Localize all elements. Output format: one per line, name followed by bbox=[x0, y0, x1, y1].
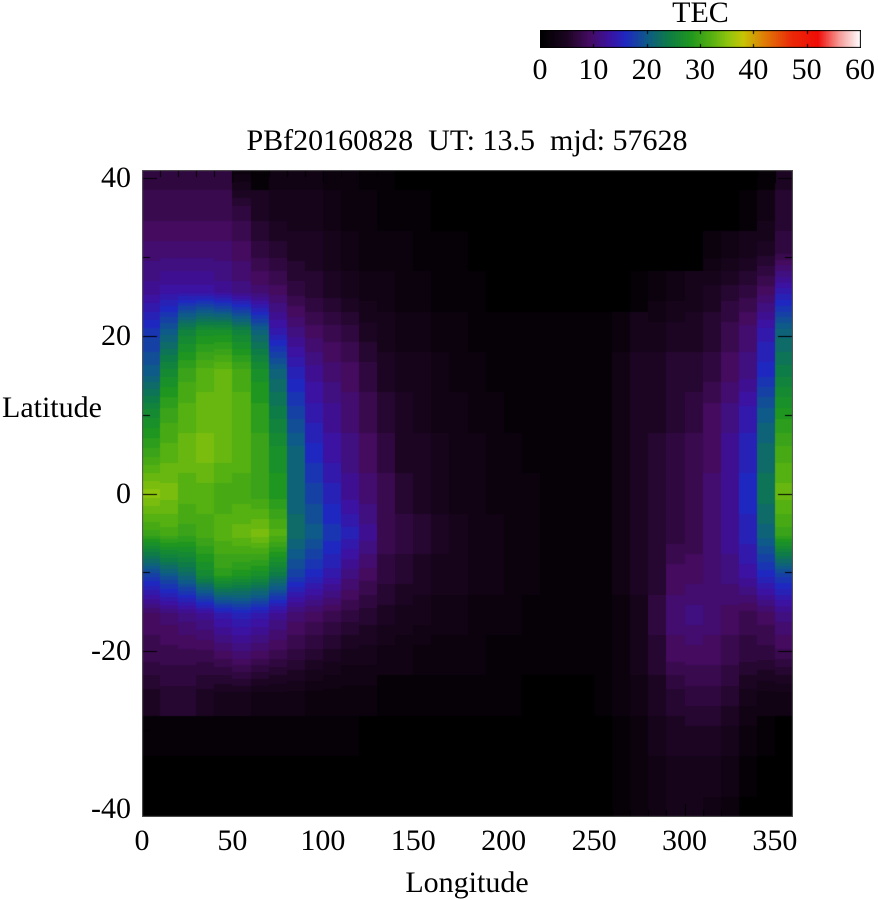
x-tick-label: 300 bbox=[662, 824, 707, 857]
x-tick-label: 350 bbox=[752, 824, 798, 857]
colorbar-tick-label: 0 bbox=[532, 53, 548, 86]
x-tick-label: 0 bbox=[134, 824, 150, 857]
y-tick-label: -40 bbox=[91, 792, 131, 826]
x-tick-label: 200 bbox=[481, 824, 527, 857]
y-tick-label: 40 bbox=[101, 160, 131, 194]
colorbar-tick-label: 30 bbox=[685, 53, 715, 86]
x-tick-label: 100 bbox=[300, 824, 346, 857]
colorbar-tick-label: 50 bbox=[791, 53, 822, 86]
y-tick-label: 0 bbox=[116, 476, 131, 510]
x-axis-label: Longitude bbox=[405, 866, 529, 899]
colorbar-tick-label: 60 bbox=[845, 53, 875, 86]
plot-title: PBf20160828 UT: 13.5 mjd: 57628 bbox=[246, 124, 688, 157]
x-tick-label: 250 bbox=[571, 824, 617, 857]
y-tick-label: -20 bbox=[91, 634, 131, 668]
x-tick-label: 50 bbox=[217, 824, 248, 857]
y-axis-label: Latitude bbox=[2, 391, 102, 424]
y-tick-label: 20 bbox=[101, 318, 131, 352]
colorbar-gradient bbox=[540, 30, 861, 48]
colorbar-tick-label: 20 bbox=[631, 53, 662, 86]
tec-heatmap-canvas bbox=[142, 170, 793, 817]
x-tick-label: 150 bbox=[390, 824, 436, 857]
colorbar-tick-label: 10 bbox=[578, 53, 609, 86]
colorbar-title: TEC bbox=[672, 0, 729, 29]
colorbar-tick-label: 40 bbox=[738, 53, 769, 86]
